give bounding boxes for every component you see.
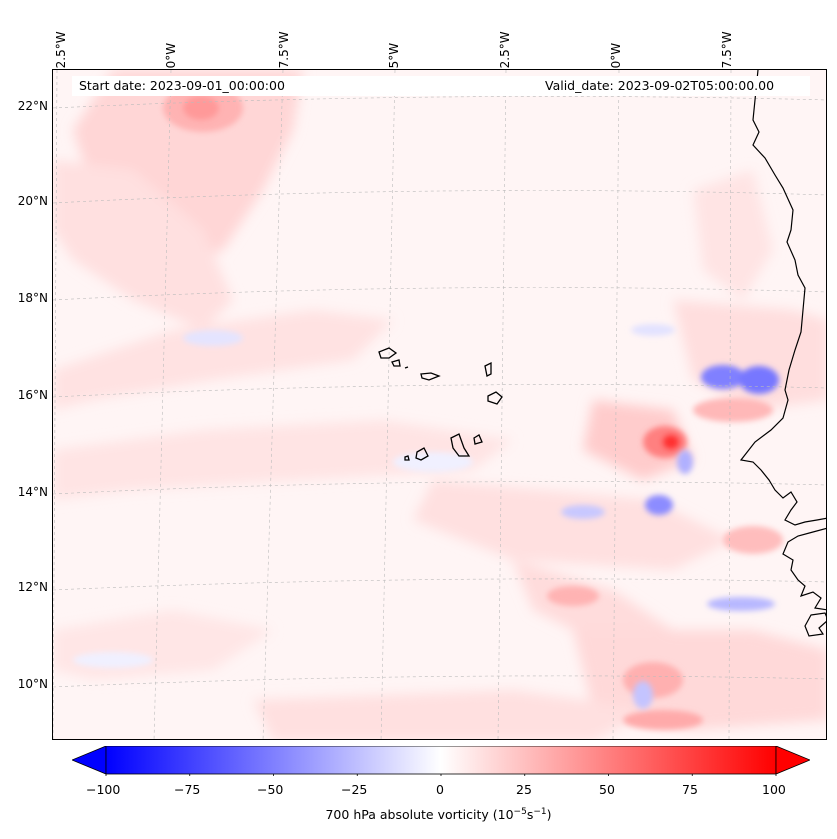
- vorticity-map: [52, 69, 827, 740]
- colorbar-tick--75: −75: [174, 782, 201, 797]
- colorbar-tick-75: 75: [682, 782, 698, 797]
- valid-date-label: Valid_date: 2023-09-02T05:00:00.00: [545, 78, 775, 93]
- lat-label-12n: 12°N: [17, 580, 48, 594]
- sal: [484, 361, 492, 377]
- lat-label-20n: 20°N: [17, 194, 48, 208]
- colorbar-label-exp1: −5: [513, 807, 527, 817]
- colorbar-gradient: [105, 746, 777, 775]
- colorbar-tick-100: 100: [762, 782, 786, 797]
- maio: [473, 434, 483, 445]
- colorbar-tick-50: 50: [599, 782, 615, 797]
- lat-label-16n: 16°N: [17, 388, 48, 402]
- colorbar-tick--100: −100: [86, 782, 121, 797]
- colorbar-tick--50: −50: [257, 782, 284, 797]
- santo-antao: [378, 347, 398, 359]
- colorbar: [72, 746, 810, 776]
- colorbar-ticks: [105, 774, 777, 776]
- colorbar-label-exp2: −1: [533, 807, 547, 817]
- colorbar-tick--25: −25: [341, 782, 368, 797]
- colorbar-tick-25: 25: [516, 782, 532, 797]
- colorbar-label-mid: s: [526, 807, 534, 823]
- colorbar-label: 700 hPa absolute vorticity (10−5s−1): [0, 807, 837, 822]
- lat-label-14n: 14°N: [17, 485, 48, 499]
- start-date-label: Start date: 2023-09-01_00:00:00: [79, 78, 285, 93]
- date-annotation-box: [72, 76, 810, 96]
- colorbar-max-arrow: [775, 746, 810, 775]
- santiago: [450, 433, 471, 457]
- colorbar-label-main: 700 hPa absolute vorticity (10: [325, 807, 514, 823]
- fogo: [415, 447, 429, 461]
- colorbar-tick-0: 0: [436, 782, 444, 797]
- positive-vorticity-field: [53, 70, 826, 739]
- santa-luzia: [404, 366, 409, 369]
- boa-vista: [487, 391, 503, 405]
- lat-label-10n: 10°N: [17, 677, 48, 691]
- lat-label-18n: 18°N: [17, 291, 48, 305]
- map-canvas: [53, 70, 826, 739]
- bijagos-islands: [804, 612, 826, 637]
- sao-nicolau: [420, 372, 441, 381]
- negative-vorticity-field: [73, 324, 779, 709]
- colorbar-min-arrow: [72, 746, 107, 775]
- africa-coastline: [739, 70, 826, 526]
- colorbar-label-end: ): [546, 807, 552, 823]
- guinea-bissau-coast: [782, 527, 826, 611]
- sao-vicente: [391, 359, 401, 367]
- lat-label-22n: 22°N: [17, 99, 48, 113]
- cape-verde-islands: [378, 347, 503, 461]
- brava: [404, 455, 410, 461]
- graticule: [53, 70, 826, 739]
